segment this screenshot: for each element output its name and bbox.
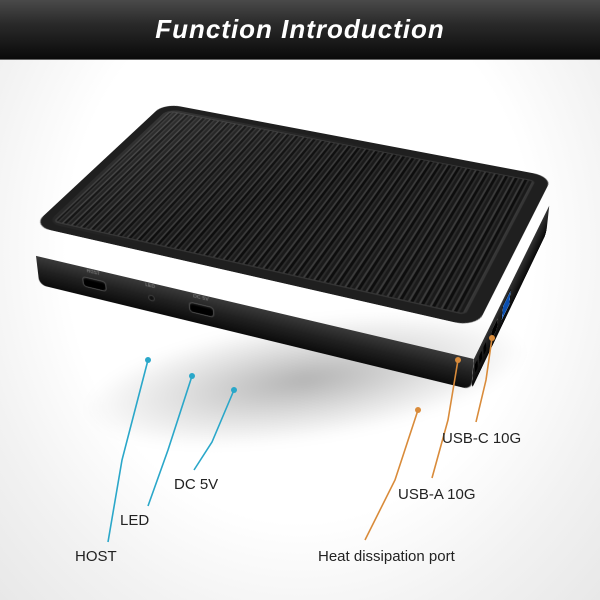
heat-vent-icon xyxy=(483,342,486,356)
port-host-usbc xyxy=(82,276,107,292)
callout-label-dc5v: DC 5V xyxy=(174,476,218,493)
port-dc5v-usbc xyxy=(189,301,215,317)
diagram-stage: HOST LED DC 5V HOST LED DC 5V Heat dissi… xyxy=(0,60,600,600)
callout-label-heat: Heat dissipation port xyxy=(318,548,455,565)
heat-vent-icon xyxy=(479,350,482,364)
title-bar: Function Introduction xyxy=(0,0,600,60)
callout-label-host: HOST xyxy=(75,548,117,565)
callout-label-usb-a: USB-A 10G xyxy=(398,486,476,503)
port-label-led: LED xyxy=(139,281,162,292)
device-3d-scene: HOST LED DC 5V xyxy=(36,130,549,359)
device-enclosure: HOST LED DC 5V xyxy=(36,130,549,359)
callout-label-led: LED xyxy=(120,512,149,529)
heat-vent-icon xyxy=(475,359,478,373)
led-indicator xyxy=(149,295,154,300)
page-title: Function Introduction xyxy=(155,14,445,45)
callout-label-usb-c: USB-C 10G xyxy=(442,430,521,447)
